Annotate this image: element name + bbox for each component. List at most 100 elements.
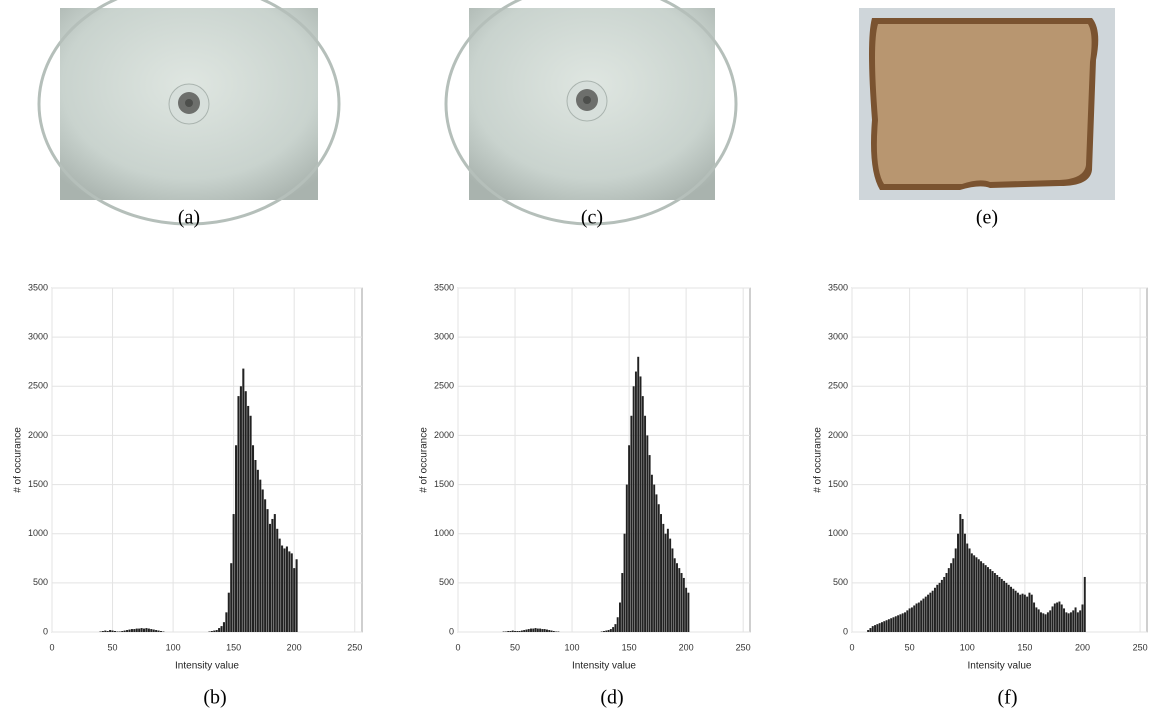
bar	[530, 629, 532, 632]
x-tick-label: 150	[622, 642, 637, 652]
bar	[541, 629, 543, 632]
bar	[535, 628, 537, 632]
bar	[1040, 612, 1042, 632]
bar	[267, 509, 269, 632]
bar	[539, 629, 541, 632]
bar	[221, 626, 223, 632]
bar	[1072, 610, 1074, 632]
bar	[1019, 595, 1021, 632]
bar	[922, 599, 924, 632]
bar	[254, 460, 256, 632]
y-tick-label: 0	[43, 626, 48, 636]
bar	[610, 629, 612, 632]
bar	[235, 445, 237, 632]
bar	[978, 559, 980, 632]
bar	[512, 631, 514, 632]
bar	[899, 614, 901, 632]
bar	[1065, 612, 1067, 632]
bar	[881, 622, 883, 632]
bar	[890, 618, 892, 632]
y-tick-label: 1000	[28, 528, 48, 538]
bar	[989, 569, 991, 632]
bar	[916, 603, 918, 632]
bar	[1001, 579, 1003, 632]
bar	[521, 631, 523, 632]
bar	[687, 593, 689, 632]
bar	[216, 630, 218, 632]
x-tick-label: 0	[849, 642, 854, 652]
bar	[143, 629, 145, 632]
bar	[619, 603, 621, 632]
bar	[1035, 607, 1037, 632]
bar	[1070, 612, 1072, 632]
y-tick-label: 500	[439, 577, 454, 587]
photo-e	[859, 8, 1115, 200]
bar	[523, 630, 525, 632]
bar	[906, 610, 908, 632]
bar	[155, 630, 157, 632]
bar	[883, 621, 885, 632]
bar	[519, 631, 521, 632]
bar	[1045, 614, 1047, 632]
bar	[893, 617, 895, 632]
x-tick-label: 200	[1075, 642, 1090, 652]
y-axis-label: # of occurance	[813, 427, 824, 493]
bar	[1068, 613, 1070, 632]
bar	[271, 519, 273, 632]
chart-caption: (d)	[600, 687, 623, 709]
x-tick-label: 50	[108, 642, 118, 652]
bar	[637, 357, 639, 632]
bar	[528, 629, 530, 632]
bar	[640, 376, 642, 632]
bar	[276, 529, 278, 632]
bar	[957, 534, 959, 632]
bar	[966, 544, 968, 632]
bar	[218, 628, 220, 632]
y-tick-label: 2000	[434, 430, 454, 440]
bar	[1005, 583, 1007, 632]
y-tick-label: 2500	[434, 381, 454, 391]
x-tick-label: 250	[347, 642, 362, 652]
bar	[982, 563, 984, 632]
bar	[612, 627, 614, 632]
bar	[646, 435, 648, 632]
bar	[279, 539, 281, 632]
bar	[1052, 606, 1054, 632]
bar	[291, 553, 293, 632]
bar	[667, 529, 669, 632]
bar	[1061, 604, 1063, 632]
bar	[1042, 613, 1044, 632]
y-tick-label: 1000	[434, 528, 454, 538]
x-axis-label: Intensity value	[175, 661, 239, 672]
bar	[653, 485, 655, 632]
bar	[158, 631, 160, 632]
bar	[551, 631, 553, 632]
bar	[112, 631, 114, 632]
y-tick-label: 3000	[828, 332, 848, 342]
bar	[138, 629, 140, 632]
bar	[121, 631, 123, 632]
bar	[141, 628, 143, 632]
y-tick-label: 500	[33, 577, 48, 587]
bar	[651, 475, 653, 632]
bar	[614, 624, 616, 632]
bar	[994, 573, 996, 632]
y-tick-label: 3000	[28, 332, 48, 342]
bar	[941, 580, 943, 632]
bar	[532, 629, 534, 632]
bar	[635, 372, 637, 632]
bar	[1063, 608, 1065, 632]
bar	[911, 607, 913, 632]
bar	[920, 601, 922, 632]
bar	[628, 445, 630, 632]
bar	[213, 631, 215, 632]
bar	[617, 617, 619, 632]
bar	[136, 629, 138, 632]
bar	[252, 445, 254, 632]
bar	[980, 561, 982, 632]
y-axis-label: # of occurance	[419, 427, 430, 493]
bar	[948, 568, 950, 632]
bar	[927, 595, 929, 632]
